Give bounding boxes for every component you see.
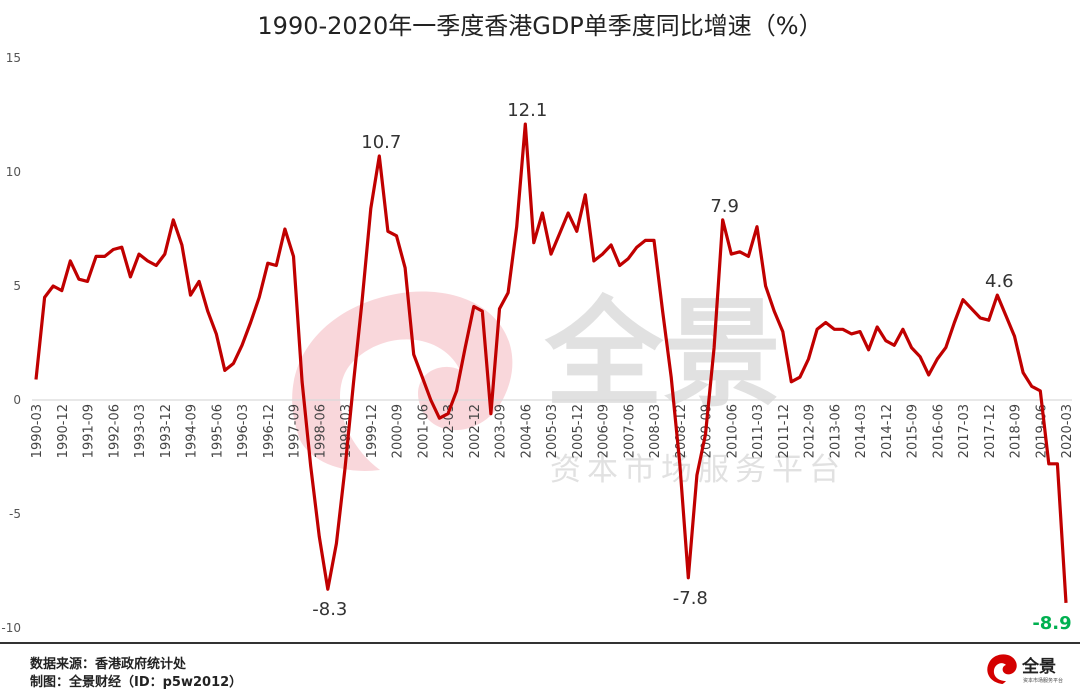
x-tick-label: 2005-03	[545, 404, 560, 458]
x-tick-label: 2017-12	[983, 404, 998, 458]
x-tick-label: 2000-09	[391, 404, 406, 458]
data-label: -7.8	[673, 588, 708, 609]
logo-slogan: 资本市场服务平台	[1023, 677, 1063, 684]
data-label: 7.9	[710, 196, 739, 217]
x-tick-label: 1996-03	[236, 404, 251, 458]
x-tick-label: 2020-03	[1060, 404, 1075, 458]
x-tick-label: 2006-09	[597, 404, 612, 458]
x-tick-label: 2012-09	[803, 404, 818, 458]
data-label: -8.9	[1032, 613, 1071, 634]
y-tick-label: -5	[9, 507, 21, 521]
x-tick-label: 1997-09	[288, 404, 303, 458]
x-tick-label: 1995-06	[210, 404, 225, 458]
chart-title: 1990-2020年一季度香港GDP单季度同比增速（%）	[257, 12, 823, 40]
x-tick-label: 2014-12	[880, 404, 895, 458]
x-tick-label: 1993-12	[159, 404, 174, 458]
x-tick-label: 1994-09	[185, 404, 200, 458]
data-label: 12.1	[507, 100, 547, 121]
x-tick-label: 2018-09	[1009, 404, 1024, 458]
y-tick-label: 5	[13, 279, 21, 293]
x-tick-label: 2002-03	[442, 404, 457, 458]
x-tick-label: 1992-06	[107, 404, 122, 458]
logo-brand: 全景	[1021, 656, 1056, 677]
x-tick-label: 2001-06	[416, 404, 431, 458]
data-label: 10.7	[361, 132, 401, 153]
x-tick-label: 2011-12	[777, 404, 792, 458]
x-tick-label: 2010-06	[725, 404, 740, 458]
x-tick-label: 1998-06	[313, 404, 328, 458]
x-tick-label: 1990-03	[30, 404, 45, 458]
x-tick-label: 1993-03	[133, 404, 148, 458]
chart-credit-note: 制图：全景财经（ID：p5w2012）	[30, 675, 243, 690]
y-tick-label: 15	[6, 51, 21, 65]
x-tick-label: 2017-03	[957, 404, 972, 458]
x-tick-label: 2005-12	[571, 404, 586, 458]
x-tick-label: 2003-09	[494, 404, 509, 458]
x-tick-label: 2011-03	[751, 404, 766, 458]
y-tick-label: -10	[1, 621, 21, 635]
x-tick-label: 2014-03	[854, 404, 869, 458]
x-tick-label: 2015-09	[906, 404, 921, 458]
x-tick-label: 2004-06	[519, 404, 534, 458]
x-tick-label: 2016-06	[931, 404, 946, 458]
x-tick-label: 1999-12	[365, 404, 380, 458]
x-tick-label: 2007-06	[622, 404, 637, 458]
data-label: 4.6	[985, 271, 1014, 292]
x-tick-label: 2008-03	[648, 404, 663, 458]
logo-swirl-icon	[987, 654, 1017, 684]
y-tick-label: 10	[6, 165, 21, 179]
x-tick-label: 1990-12	[56, 404, 71, 458]
footer-divider	[0, 642, 1080, 644]
x-tick-label: 1996-12	[262, 404, 277, 458]
data-source-note: 数据来源：香港政府统计处	[30, 657, 187, 672]
data-label: -8.3	[312, 599, 347, 620]
x-tick-label: 2013-06	[828, 404, 843, 458]
watermark-swirl-icon	[292, 291, 513, 471]
y-tick-label: 0	[13, 393, 21, 407]
quanjing-logo: 全景 资本市场服务平台	[987, 654, 1063, 684]
x-tick-label: 1991-09	[82, 404, 97, 458]
x-tick-label: 2002-12	[468, 404, 483, 458]
